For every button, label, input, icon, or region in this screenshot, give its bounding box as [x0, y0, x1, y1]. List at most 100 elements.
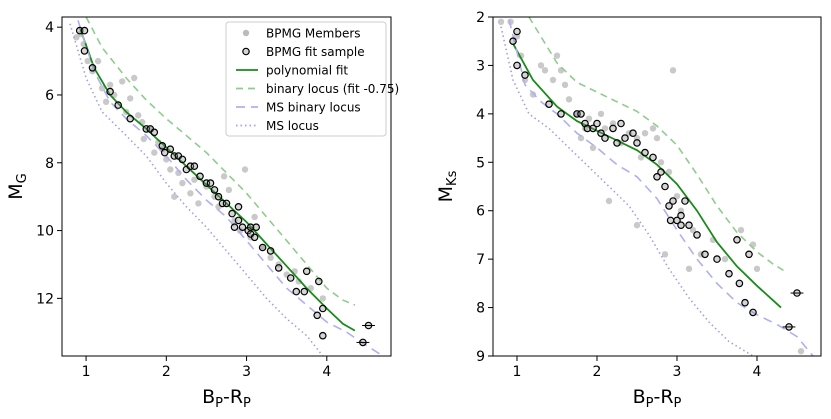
member-point — [589, 144, 597, 151]
fit-sample-point — [190, 162, 199, 171]
fit-sample-point — [617, 119, 625, 128]
member-point — [135, 112, 142, 119]
series-line-polynomial-fit — [512, 43, 782, 309]
member-point — [319, 295, 326, 302]
axes-frame — [61, 16, 392, 357]
y-tick-label: 9 — [476, 349, 485, 365]
legend-label-ms: MS locus — [266, 119, 319, 133]
fit-sample-point — [681, 197, 689, 205]
member-point — [241, 166, 249, 173]
member-point — [94, 57, 102, 65]
fit-sample-point — [274, 264, 283, 272]
member-point — [131, 74, 138, 82]
fit-sample-point — [126, 114, 135, 123]
right-panel-mks: 1 2 3 4 2 3 4 5 6 7 8 9 BP-RP MKs — [435, 10, 822, 411]
member-point — [251, 213, 258, 221]
fit-sample-point — [228, 209, 236, 218]
fit-sample-point — [158, 142, 167, 150]
y-tick-label: 4 — [476, 107, 485, 123]
legend-label-fit: BPMG fit sample — [266, 45, 365, 59]
fit-sample-point — [509, 37, 517, 46]
fit-sample-point — [292, 287, 301, 296]
x-tick-label: 4 — [753, 364, 762, 380]
fit-sample-point — [318, 304, 327, 313]
legend-label-poly: polynomial fit — [266, 64, 348, 78]
fit-sample-point — [673, 216, 681, 225]
member-point — [685, 265, 693, 272]
fit-sample-point — [677, 221, 685, 230]
member-point — [259, 244, 266, 251]
member-point — [561, 81, 569, 89]
member-point — [657, 159, 665, 166]
member-point — [641, 130, 649, 137]
fit-sample-point — [653, 173, 661, 181]
legend: BPMG Members BPMG fit sample polynomial fi… — [225, 21, 399, 137]
fit-sample-point — [669, 197, 677, 205]
member-point — [597, 110, 605, 118]
fit-sample-point — [649, 153, 657, 162]
fit-sample-point — [80, 47, 89, 55]
series-line-binary-locus-fit-0-75 — [528, 17, 786, 272]
legend-label-msbinary: MS binary locus — [266, 101, 361, 115]
member-point — [84, 57, 91, 65]
y-tick-label: 6 — [476, 204, 485, 220]
fit-sample-point — [557, 110, 565, 118]
member-point — [497, 18, 505, 25]
member-point — [102, 98, 110, 106]
fit-sample-point — [601, 134, 609, 142]
fit-sample-point — [665, 202, 673, 210]
fit-sample-point — [300, 287, 309, 296]
member-point — [191, 176, 198, 183]
axes-frame — [492, 16, 822, 357]
fit-sample-point — [657, 168, 665, 176]
plot-area — [497, 17, 814, 356]
fit-sample-point — [80, 26, 89, 35]
fit-sample-point — [150, 128, 159, 137]
fit-sample-point — [206, 179, 215, 187]
member-point — [537, 62, 545, 69]
fit-sample-point — [513, 27, 521, 36]
fit-sample-point — [250, 233, 259, 242]
member-point — [601, 125, 609, 132]
fit-sample-point — [701, 250, 709, 259]
legend-marker-members — [242, 29, 250, 37]
fit-sample-point — [629, 129, 637, 138]
member-point — [689, 226, 697, 234]
member-point — [225, 186, 233, 194]
fit-sample-point — [286, 274, 295, 282]
legend-label-binary: binary locus (fit -0.75) — [266, 82, 399, 96]
fit-sample-point — [234, 203, 243, 211]
member-point — [649, 125, 657, 132]
member-point — [637, 154, 645, 161]
member-point — [171, 193, 178, 200]
fit-sample-point — [513, 61, 521, 70]
member-point — [295, 278, 302, 285]
member-point — [267, 254, 274, 261]
y-tick-label: 3 — [476, 58, 485, 74]
member-point — [220, 173, 228, 180]
y-tick-label: 8 — [476, 301, 485, 317]
member-point — [673, 193, 681, 200]
member-point — [737, 226, 745, 234]
member-point — [605, 197, 613, 205]
fit-sample-point — [589, 124, 597, 133]
member-point — [106, 81, 114, 89]
fit-sample-point — [661, 182, 669, 191]
x-axis-label: BP-RP — [202, 386, 251, 411]
member-point — [187, 190, 194, 197]
legend-marker-fit — [242, 47, 250, 56]
fit-sample-point — [741, 298, 749, 307]
fit-sample-point — [214, 192, 223, 201]
fit-sample-point — [641, 148, 649, 157]
fit-sample-point — [106, 87, 114, 96]
fit-sample-point — [677, 211, 685, 220]
fit-sample-point — [749, 308, 757, 317]
fit-sample-point — [577, 110, 585, 118]
x-tick-label: 4 — [322, 364, 331, 380]
member-point — [797, 348, 805, 355]
member-point — [167, 166, 174, 173]
fit-sample-point — [597, 129, 605, 138]
member-point — [565, 96, 573, 103]
y-tick-label: 10 — [36, 224, 54, 240]
